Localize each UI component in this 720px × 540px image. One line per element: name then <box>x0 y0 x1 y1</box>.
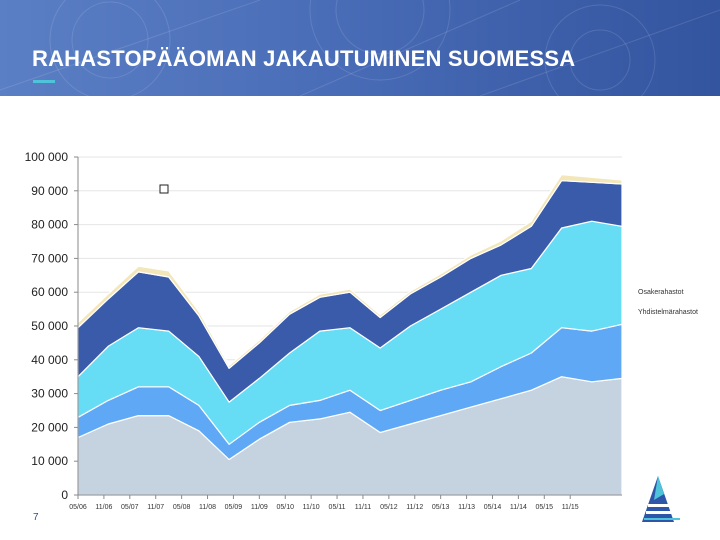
title-accent-rule <box>33 80 55 83</box>
x-tick-label-16: 05/14 <box>484 504 502 511</box>
x-tick-label-1: 11/06 <box>95 504 112 511</box>
y-tick-label-9: 90 000 <box>31 184 68 198</box>
title-banner: RAHASTOPÄÄOMAN JAKAUTUMINEN SUOMESSA <box>0 0 720 96</box>
legend-marker-stray <box>159 184 169 194</box>
x-tick-label-6: 05/09 <box>225 504 243 511</box>
x-tick-label-7: 11/09 <box>251 504 268 511</box>
y-tick-label-2: 20 000 <box>31 420 68 434</box>
x-tick-label-17: 11/14 <box>510 504 527 511</box>
y-tick-label-7: 70 000 <box>31 251 68 265</box>
y-tick-label-8: 80 000 <box>31 218 68 232</box>
legend-label-1: Yhdistelmärahastot <box>638 309 698 316</box>
x-tick-label-14: 05/13 <box>432 504 450 511</box>
y-tick-label-0: 0 <box>61 488 68 502</box>
x-tick-label-4: 05/08 <box>173 504 191 511</box>
x-tick-label-10: 05/11 <box>329 504 346 511</box>
x-tick-label-9: 11/10 <box>303 504 320 511</box>
legend-label-0: Osakerahastot <box>638 289 684 296</box>
y-tick-label-5: 50 000 <box>31 319 68 333</box>
x-tick-label-19: 11/15 <box>562 504 579 511</box>
slide-title: RAHASTOPÄÄOMAN JAKAUTUMINEN SUOMESSA <box>32 46 576 71</box>
y-tick-label-4: 40 000 <box>31 353 68 367</box>
x-tick-label-18: 05/15 <box>536 504 554 511</box>
x-tick-label-5: 11/08 <box>199 504 216 511</box>
banner-pattern <box>0 0 720 96</box>
y-tick-label-1: 10 000 <box>31 454 68 468</box>
x-tick-label-13: 11/12 <box>406 504 423 511</box>
x-tick-label-15: 11/13 <box>458 504 475 511</box>
company-logo-icon <box>642 476 680 522</box>
y-tick-label-6: 60 000 <box>31 285 68 299</box>
page-number: 7 <box>33 512 39 523</box>
y-tick-label-3: 30 000 <box>31 387 68 401</box>
x-tick-label-3: 11/07 <box>147 504 164 511</box>
x-tick-label-2: 05/07 <box>121 504 139 511</box>
x-tick-label-11: 11/11 <box>355 504 372 511</box>
y-tick-label-10: 100 000 <box>25 150 69 164</box>
area-series-4 <box>77 174 623 369</box>
x-tick-label-12: 05/12 <box>380 504 398 511</box>
x-tick-label-8: 05/10 <box>276 504 294 511</box>
x-tick-label-0: 05/06 <box>69 504 87 511</box>
